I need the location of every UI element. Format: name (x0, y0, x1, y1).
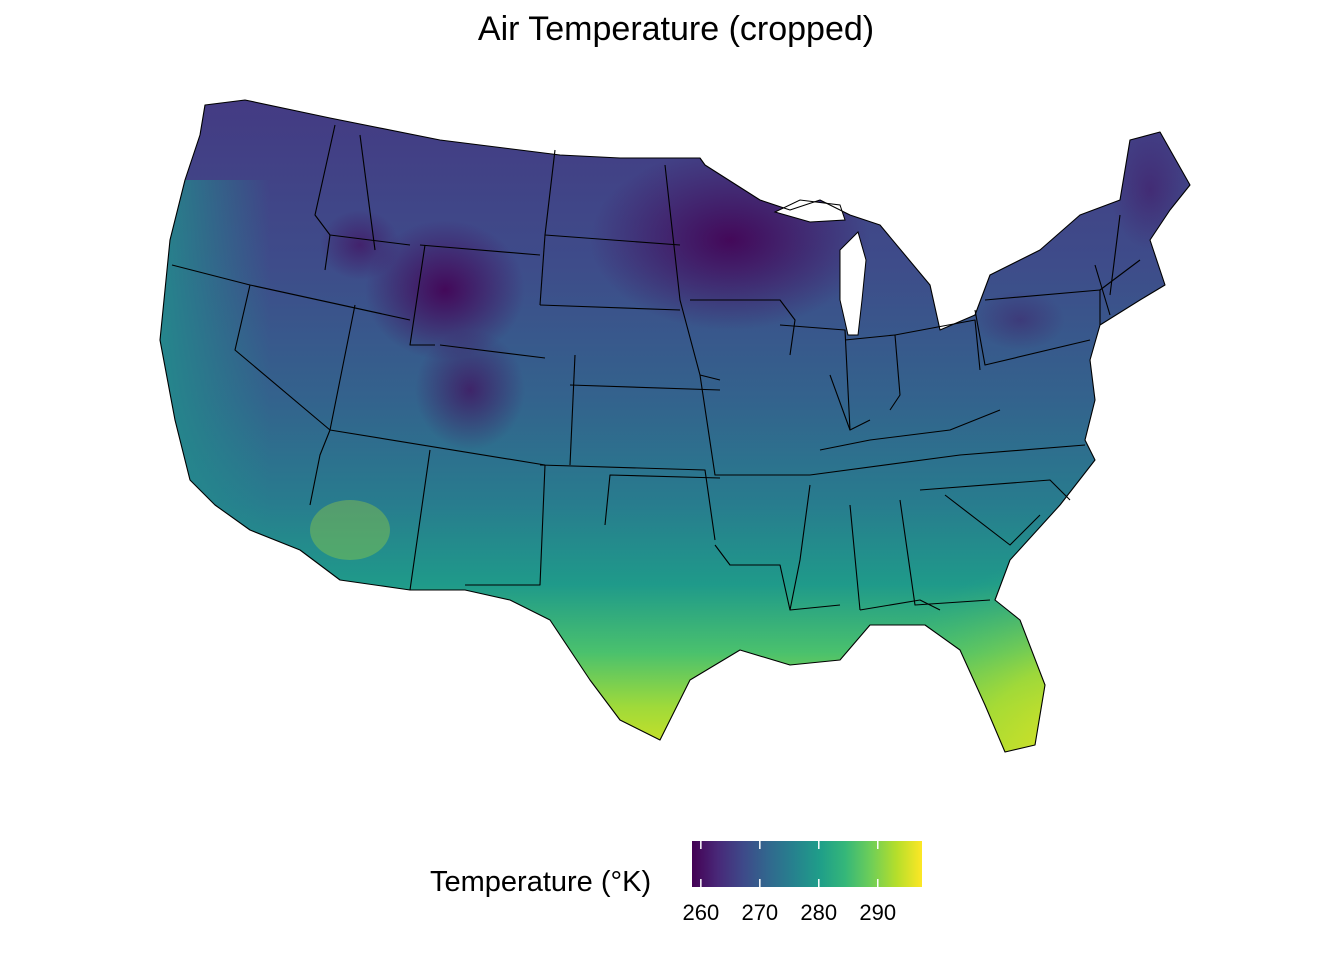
legend-tick-label: 290 (859, 900, 897, 925)
map-title: Air Temperature (cropped) (477, 10, 875, 48)
state-boundaries (159, 99, 1191, 753)
legend-title: Temperature (°K) (430, 866, 652, 898)
legend-tick-label: 270 (741, 900, 779, 925)
legend-colorbar (692, 841, 922, 887)
temperature-map (159, 99, 1191, 753)
legend-tick-label: 280 (800, 900, 838, 925)
temperature-raster (160, 100, 1190, 752)
legend-tick-label: 260 (682, 900, 720, 925)
great-lakes (773, 199, 867, 336)
